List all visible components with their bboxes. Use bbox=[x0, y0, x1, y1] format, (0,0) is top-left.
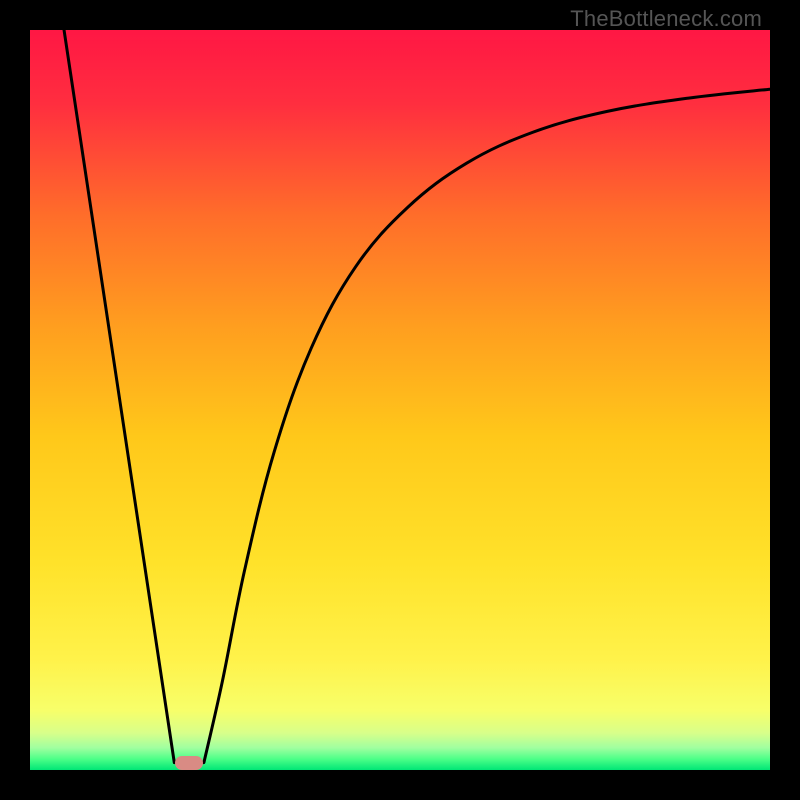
bottleneck-curve bbox=[30, 30, 770, 770]
chart-plot-area bbox=[30, 30, 770, 770]
bottleneck-marker bbox=[175, 756, 203, 770]
watermark-text: TheBottleneck.com bbox=[570, 6, 762, 32]
